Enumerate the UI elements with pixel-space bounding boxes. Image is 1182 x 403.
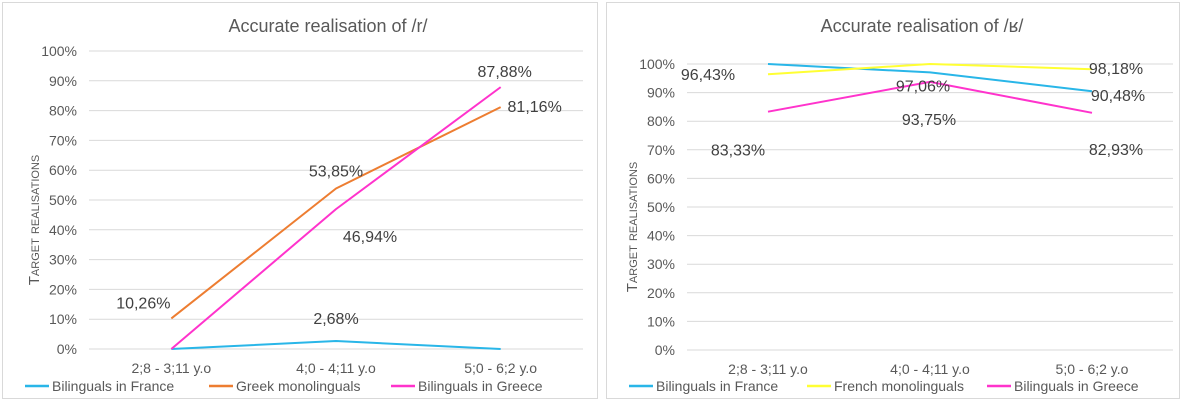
y-tick-label: 80% (49, 103, 77, 119)
legend-label: Greek monolinguals (236, 378, 361, 394)
y-axis-title: Target realisations (26, 155, 43, 285)
data-label: 53,85% (309, 164, 363, 181)
x-tick-label: 2;8 - 3;11 y.o (132, 360, 212, 376)
data-label: 10,26% (116, 295, 170, 312)
data-label: 83,33% (711, 143, 765, 160)
data-label: 87,88% (478, 64, 532, 81)
y-tick-label: 100% (41, 43, 77, 59)
y-tick-label: 0% (57, 341, 77, 357)
legend-label: Bilinguals in France (52, 378, 174, 394)
legend-label: French monolinguals (834, 378, 964, 394)
y-tick-label: 50% (647, 199, 675, 215)
data-label: 2,68% (313, 311, 358, 328)
chart-panel-r: Accurate realisation of /r/0% 10% 20% 30% 40… (2, 2, 598, 399)
y-tick-label: 10% (49, 311, 77, 327)
series-line (170, 106, 502, 320)
y-tick-label: 10% (647, 313, 675, 329)
data-label: 98,18% (1089, 61, 1143, 78)
y-tick-label: 20% (647, 285, 675, 301)
chart-panel-uvular-r: Accurate realisation of /ʁ/0% 10% 20% 30% 40… (606, 2, 1180, 399)
y-tick-label: 20% (49, 281, 77, 297)
series-line (170, 86, 502, 350)
series-line (767, 63, 1093, 93)
y-tick-label: 40% (49, 222, 77, 238)
y-tick-label: 40% (647, 228, 675, 244)
y-tick-label: 0% (655, 342, 675, 358)
series-line (767, 63, 1093, 76)
x-tick-label: 2;8 - 3;11 y.o (728, 361, 808, 377)
y-axis-title: Target realisations (624, 162, 641, 292)
data-label: 81,16% (508, 99, 562, 116)
x-tick-label: 5;0 - 6;2 y.o (464, 360, 537, 376)
y-tick-label: 70% (647, 142, 675, 158)
data-label: 90,48% (1091, 88, 1145, 105)
chart-title: Accurate realisation of /r/ (228, 16, 427, 36)
series-line (171, 340, 501, 350)
data-label: 46,94% (343, 229, 397, 246)
series-line (767, 80, 1093, 114)
data-label: 96,43% (681, 67, 735, 84)
chart-title: Accurate realisation of /ʁ/ (821, 16, 1024, 36)
y-tick-label: 50% (49, 192, 77, 208)
data-label: 82,93% (1089, 142, 1143, 159)
x-tick-label: 5;0 - 6;2 y.o (1056, 361, 1129, 377)
legend-label: Bilinguals in Greece (1014, 378, 1139, 394)
y-tick-label: 70% (49, 132, 77, 148)
data-label: 93,75% (902, 112, 956, 129)
legend-label: Bilinguals in France (656, 378, 778, 394)
y-tick-label: 90% (647, 85, 675, 101)
y-tick-label: 80% (647, 113, 675, 129)
y-tick-label: 30% (647, 256, 675, 272)
x-tick-label: 4;0 - 4;11 y.o (890, 361, 970, 377)
y-tick-label: 90% (49, 73, 77, 89)
x-tick-label: 4;0 - 4;11 y.o (296, 360, 376, 376)
chart-r: Accurate realisation of /r/0% 10% 20% 30% 40… (25, 16, 583, 394)
y-tick-label: 30% (49, 252, 77, 268)
y-tick-label: 60% (49, 162, 77, 178)
data-label: 97,06% (896, 78, 950, 95)
legend-label: Bilinguals in Greece (418, 378, 543, 394)
y-tick-label: 100% (639, 56, 675, 72)
y-tick-label: 60% (647, 170, 675, 186)
chart-uvular-r: Accurate realisation of /ʁ/0% 10% 20% 30% 40… (624, 16, 1173, 394)
